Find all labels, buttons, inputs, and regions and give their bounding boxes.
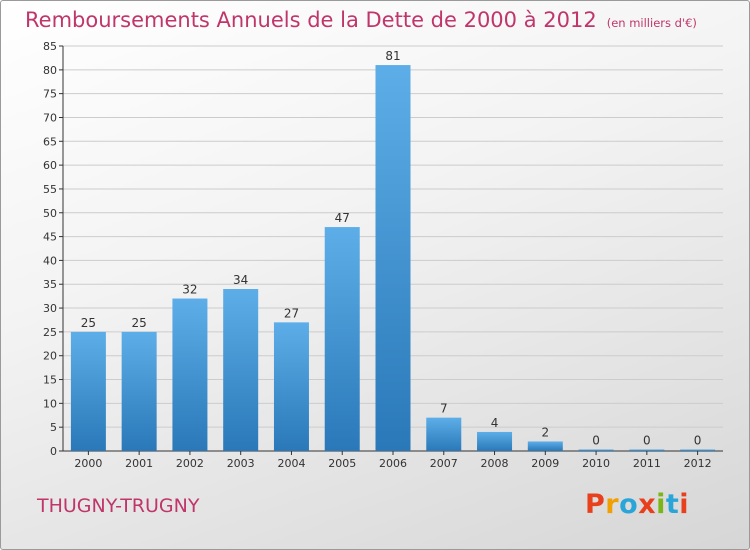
data-label: 0 bbox=[643, 434, 651, 448]
x-tick-label: 2005 bbox=[328, 457, 356, 470]
data-label: 47 bbox=[335, 211, 350, 225]
data-label: 25 bbox=[132, 316, 147, 330]
bar bbox=[426, 417, 462, 451]
x-tick-label: 2002 bbox=[176, 457, 204, 470]
bar bbox=[578, 449, 614, 451]
logo-letter: i bbox=[656, 489, 666, 520]
bar bbox=[223, 289, 259, 451]
y-tick-label: 5 bbox=[50, 421, 57, 434]
bar bbox=[680, 449, 716, 451]
y-tick-label: 75 bbox=[43, 88, 57, 101]
y-tick-label: 20 bbox=[43, 350, 57, 363]
bar bbox=[324, 227, 360, 451]
logo-letter: x bbox=[638, 489, 657, 520]
data-label: 2 bbox=[541, 425, 549, 439]
bar bbox=[629, 449, 665, 451]
commune-name: THUGNY-TRUGNY bbox=[37, 495, 200, 517]
y-tick-label: 50 bbox=[43, 207, 57, 220]
bar bbox=[121, 331, 157, 451]
chart-unit: (en milliers d'€) bbox=[606, 16, 697, 30]
y-tick-label: 85 bbox=[43, 40, 57, 53]
chart-title: Remboursements Annuels de la Dette de 20… bbox=[25, 8, 697, 32]
logo-letter: o bbox=[619, 489, 639, 520]
x-tick-label: 2001 bbox=[125, 457, 153, 470]
bar bbox=[477, 431, 513, 451]
y-tick-label: 35 bbox=[43, 278, 57, 291]
x-tick-label: 2007 bbox=[430, 457, 458, 470]
x-tick-label: 2000 bbox=[74, 457, 102, 470]
y-tick-label: 40 bbox=[43, 254, 57, 267]
x-tick-label: 2010 bbox=[582, 457, 610, 470]
x-tick-label: 2012 bbox=[684, 457, 712, 470]
bar bbox=[375, 65, 411, 451]
y-tick-label: 65 bbox=[43, 135, 57, 148]
x-tick-label: 2006 bbox=[379, 457, 407, 470]
chart-title-main: Remboursements Annuels de la Dette de 20… bbox=[25, 8, 597, 32]
proxiti-logo: Proxiti bbox=[585, 489, 689, 520]
bar bbox=[172, 298, 208, 451]
x-tick-label: 2004 bbox=[277, 457, 305, 470]
y-tick-label: 0 bbox=[50, 445, 57, 458]
data-label: 0 bbox=[694, 434, 702, 448]
data-label: 27 bbox=[284, 306, 299, 320]
y-tick-label: 15 bbox=[43, 374, 57, 387]
y-tick-label: 10 bbox=[43, 397, 57, 410]
x-tick-label: 2008 bbox=[481, 457, 509, 470]
logo-letter: i bbox=[679, 489, 690, 520]
y-tick-label: 30 bbox=[43, 302, 57, 315]
x-tick-label: 2003 bbox=[227, 457, 255, 470]
bar bbox=[527, 441, 563, 451]
y-tick-label: 70 bbox=[43, 111, 57, 124]
x-tick-label: 2009 bbox=[531, 457, 559, 470]
bar bbox=[273, 322, 309, 451]
logo-letter: t bbox=[665, 489, 680, 520]
y-tick-label: 45 bbox=[43, 231, 57, 244]
data-label: 0 bbox=[592, 434, 600, 448]
bar bbox=[70, 331, 106, 451]
data-label: 81 bbox=[385, 49, 400, 63]
y-tick-label: 25 bbox=[43, 326, 57, 339]
x-tick-label: 2011 bbox=[633, 457, 661, 470]
y-tick-label: 55 bbox=[43, 183, 57, 196]
data-label: 4 bbox=[491, 416, 499, 430]
data-label: 34 bbox=[233, 273, 248, 287]
logo-letter: P bbox=[585, 489, 606, 520]
y-tick-label: 60 bbox=[43, 159, 57, 172]
y-tick-label: 80 bbox=[43, 64, 57, 77]
data-label: 32 bbox=[182, 283, 197, 297]
data-label: 7 bbox=[440, 402, 448, 416]
logo-letter: r bbox=[605, 489, 620, 520]
data-label: 25 bbox=[81, 316, 96, 330]
